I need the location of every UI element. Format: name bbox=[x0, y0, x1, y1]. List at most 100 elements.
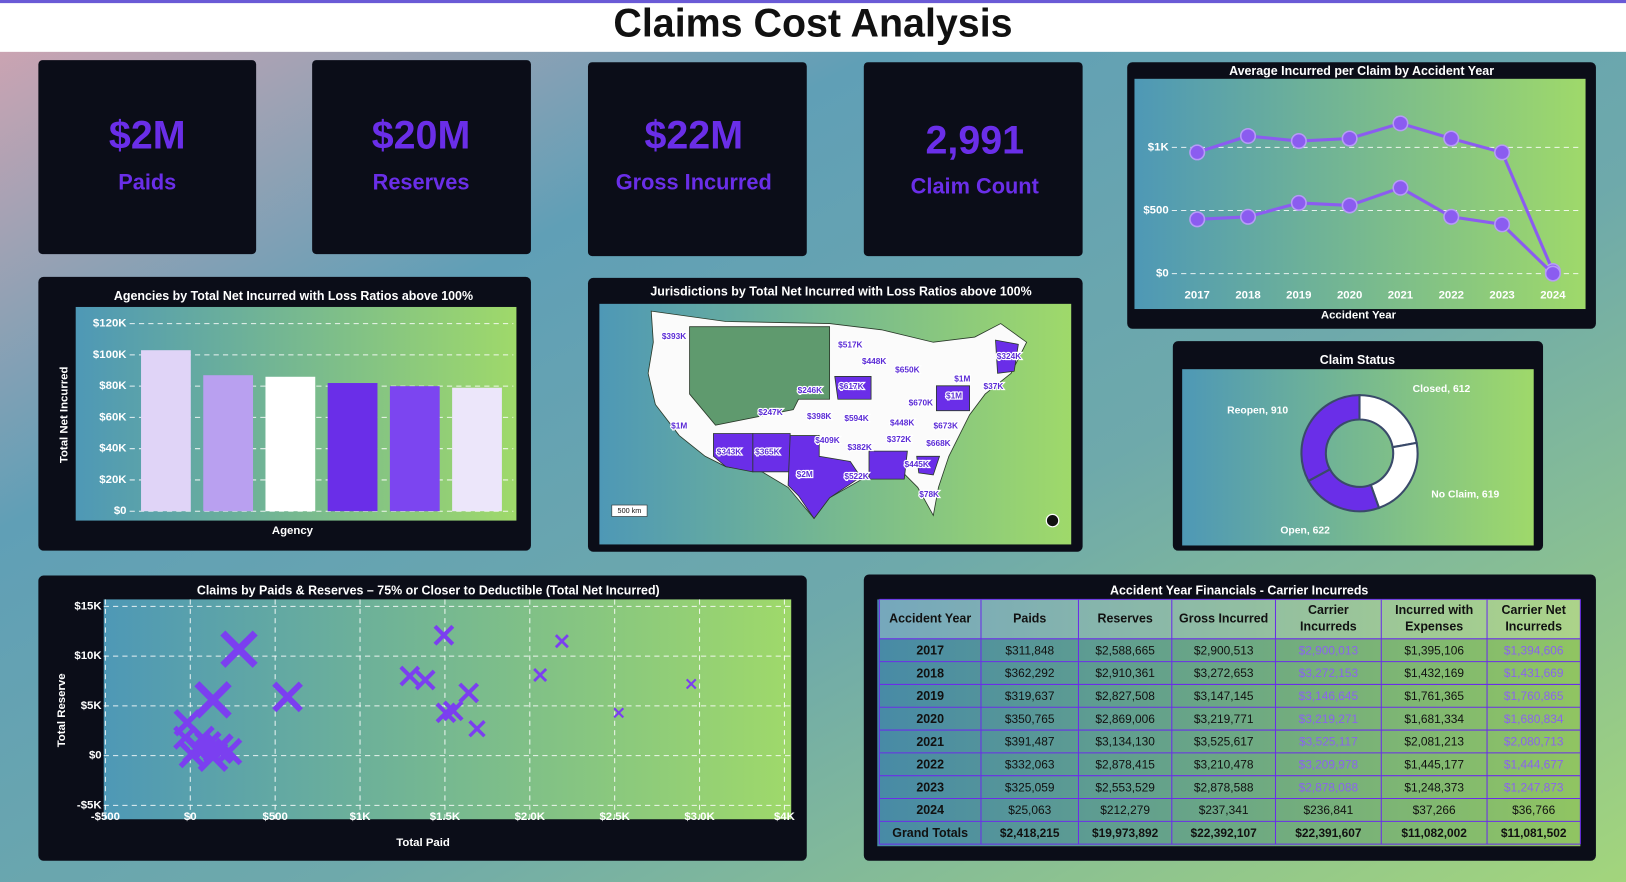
table-cell: $11,082,002 bbox=[1401, 826, 1467, 840]
y-tick-label: $1K bbox=[1148, 141, 1170, 153]
point bbox=[197, 741, 229, 772]
table-cell: $11,081,502 bbox=[1501, 826, 1567, 840]
point bbox=[1341, 197, 1358, 214]
x-axis-label: Total Paid bbox=[396, 837, 450, 849]
table-cell: $2,081,213 bbox=[1404, 735, 1464, 749]
table-cell: $1,681,334 bbox=[1404, 712, 1464, 726]
point-stroke bbox=[194, 681, 232, 719]
map-label: $1M bbox=[946, 390, 962, 400]
table-cell: $22,392,107 bbox=[1191, 826, 1258, 840]
kpi-card bbox=[312, 60, 531, 255]
x-tick-label: 2020 bbox=[1337, 290, 1362, 302]
info-icon[interactable] bbox=[1045, 513, 1060, 528]
point-stroke bbox=[685, 678, 697, 690]
map-label: $2M bbox=[797, 469, 813, 479]
point-stroke bbox=[468, 720, 486, 738]
bar bbox=[265, 376, 316, 512]
table-cell: $3,209,978 bbox=[1299, 757, 1359, 771]
map-label: $343K bbox=[717, 446, 741, 456]
point bbox=[414, 669, 436, 691]
top-rule bbox=[0, 0, 1626, 4]
table-cell: $3,525,617 bbox=[1194, 735, 1254, 749]
bar bbox=[203, 375, 254, 512]
table-cell: $3,210,478 bbox=[1194, 757, 1254, 771]
y-tick-label: $0 bbox=[1156, 268, 1169, 280]
map-label: $517K bbox=[838, 340, 862, 350]
data-label: Reopen, 910 bbox=[1227, 406, 1288, 417]
map-label: $522K bbox=[844, 471, 868, 481]
kpi-cards: $2M Paids $20M Reserves $22M Gross Incur… bbox=[38, 60, 1083, 257]
point bbox=[272, 681, 303, 713]
point bbox=[399, 665, 421, 687]
table-cell: $350,765 bbox=[1005, 712, 1055, 726]
point bbox=[613, 707, 625, 719]
point bbox=[194, 681, 232, 719]
map-label: $617K bbox=[839, 381, 863, 391]
point bbox=[433, 624, 455, 646]
map-label: $448K bbox=[862, 356, 886, 366]
x-tick-label: 2017 bbox=[1185, 290, 1210, 302]
table-cell: $2,418,215 bbox=[1000, 826, 1060, 840]
y-tick-label: $5K bbox=[81, 700, 103, 712]
table-cell: $3,219,271 bbox=[1299, 712, 1359, 726]
kpi-value: $22M bbox=[644, 113, 743, 157]
region-shape bbox=[868, 450, 908, 480]
table-cell: $2,910,361 bbox=[1095, 666, 1155, 680]
y-tick-label: $20K bbox=[99, 474, 127, 486]
map-label: $448K bbox=[890, 417, 914, 427]
map-label: $668K bbox=[926, 438, 950, 448]
bar bbox=[141, 350, 191, 512]
row-header: 2022 bbox=[916, 758, 944, 772]
table-cell: $332,063 bbox=[1005, 757, 1055, 771]
kpi-label: Gross Incurred bbox=[616, 169, 772, 194]
point bbox=[190, 725, 215, 750]
table-cell: $2,869,006 bbox=[1095, 712, 1155, 726]
table-cell: $2,878,588 bbox=[1194, 780, 1254, 794]
x-axis-label: Agency bbox=[272, 525, 314, 537]
point bbox=[1443, 208, 1460, 225]
y-tick-label: $100K bbox=[93, 349, 127, 361]
table-cell: $2,080,713 bbox=[1504, 735, 1564, 749]
x-axis-label: Accident Year bbox=[1321, 309, 1397, 321]
point-stroke bbox=[442, 700, 464, 722]
bar bbox=[327, 383, 378, 512]
donut-slice bbox=[1300, 394, 1361, 483]
row-header: 2021 bbox=[916, 735, 944, 749]
point bbox=[1239, 127, 1257, 145]
bar bbox=[452, 387, 502, 512]
point-stroke bbox=[190, 725, 215, 750]
point bbox=[1494, 216, 1511, 233]
table-cell: $2,900,513 bbox=[1194, 643, 1254, 657]
point-stroke bbox=[554, 634, 569, 649]
series-line bbox=[1196, 121, 1555, 272]
map-label: $409K bbox=[815, 435, 839, 445]
table-cell: $2,827,508 bbox=[1095, 689, 1155, 703]
table-cell: $3,147,145 bbox=[1194, 689, 1254, 703]
point-stroke bbox=[433, 624, 455, 646]
data-label: Open, 622 bbox=[1280, 525, 1330, 536]
table-cell: $3,272,153 bbox=[1299, 666, 1359, 680]
point bbox=[1189, 144, 1206, 161]
point bbox=[1392, 115, 1409, 132]
region-shape bbox=[689, 326, 831, 426]
point bbox=[442, 700, 464, 722]
column-header: Paids bbox=[1013, 611, 1046, 625]
map-label: $1M bbox=[671, 420, 687, 430]
column-header: Carrier Incurreds bbox=[1300, 603, 1357, 634]
kpi-value: $20M bbox=[372, 113, 471, 157]
data-label: Closed, 612 bbox=[1413, 384, 1471, 395]
x-tick-label: 2019 bbox=[1286, 290, 1311, 302]
point-stroke bbox=[613, 707, 625, 719]
column-header: Accident Year bbox=[889, 611, 971, 625]
bar bbox=[389, 386, 440, 512]
map-shapes bbox=[647, 310, 1028, 520]
y-tick-label: $0 bbox=[89, 750, 102, 762]
point bbox=[1341, 130, 1358, 147]
point bbox=[1290, 194, 1307, 211]
map-label: $382K bbox=[847, 442, 871, 452]
region-shape bbox=[935, 385, 971, 412]
map-label: $372K bbox=[887, 434, 911, 444]
table-cell: $1,431,669 bbox=[1504, 666, 1564, 680]
y-axis-label: Total Net Incurred bbox=[58, 366, 70, 463]
